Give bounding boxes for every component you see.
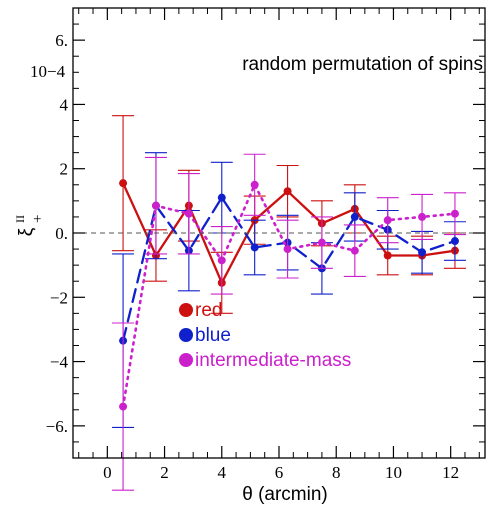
x-tick-label: 12 xyxy=(442,463,459,482)
data-point xyxy=(151,201,160,210)
data-point xyxy=(283,245,292,254)
series-intermediate-mass xyxy=(112,153,466,491)
legend-marker-intermediate-mass xyxy=(179,353,193,367)
chart-annotation: random permutation of spins xyxy=(242,54,483,75)
y-axis-label: ξ II + xyxy=(13,215,46,237)
data-point xyxy=(119,179,128,188)
data-point xyxy=(383,251,392,260)
legend-label-red: red xyxy=(195,300,222,321)
series-red xyxy=(112,115,466,314)
legend-label-blue: blue xyxy=(195,325,231,346)
x-axis-label: θ (arcmin) xyxy=(242,484,328,505)
x-tick-label: 8 xyxy=(332,463,341,482)
legend-marker-red xyxy=(179,303,193,317)
y-axis-label-sub: + xyxy=(30,215,46,223)
data-point xyxy=(317,238,326,247)
x-tick-label: 6 xyxy=(275,463,284,482)
data-point xyxy=(450,237,459,246)
y-axis-label-main: ξ xyxy=(16,227,37,236)
data-point xyxy=(350,246,359,255)
data-point xyxy=(184,209,193,218)
y-tick-label: 0. xyxy=(55,224,68,243)
x-tick-label: 0 xyxy=(103,463,112,482)
series-layer xyxy=(112,115,466,491)
legend: red blue intermediate-mass xyxy=(179,300,351,371)
series-line xyxy=(121,183,457,408)
plot-frame xyxy=(72,7,486,459)
legend-label-intermediate-mass: intermediate-mass xyxy=(195,350,351,371)
y-tick-label: 2 xyxy=(60,160,69,179)
data-point xyxy=(350,212,359,221)
data-point xyxy=(418,212,427,221)
data-point xyxy=(418,248,427,257)
y-tick-label: 6. xyxy=(55,31,68,50)
y-tick-label: −4 xyxy=(50,353,69,372)
data-point xyxy=(217,256,226,265)
data-point xyxy=(450,209,459,218)
legend-marker-blue xyxy=(179,328,193,342)
y-tick-label: 4 xyxy=(60,95,69,114)
data-point xyxy=(119,402,128,411)
data-point xyxy=(283,187,292,196)
y-exponent-label: 10−4 xyxy=(30,62,66,81)
y-axis-label-sup: II xyxy=(13,215,27,223)
data-point xyxy=(217,193,226,202)
x-tick-label: 2 xyxy=(160,463,169,482)
y-tick-label: −2 xyxy=(50,288,68,307)
x-tick-label: 4 xyxy=(218,463,227,482)
x-tick-label: 10 xyxy=(385,463,402,482)
data-point xyxy=(250,180,259,189)
axes-layer: 0 2 4 6 8 10 12 −6. −4 −2 0. 2 4 6. xyxy=(46,7,486,482)
y-tick-label: −6. xyxy=(46,417,68,436)
data-point xyxy=(383,216,392,225)
data-point xyxy=(250,243,259,252)
